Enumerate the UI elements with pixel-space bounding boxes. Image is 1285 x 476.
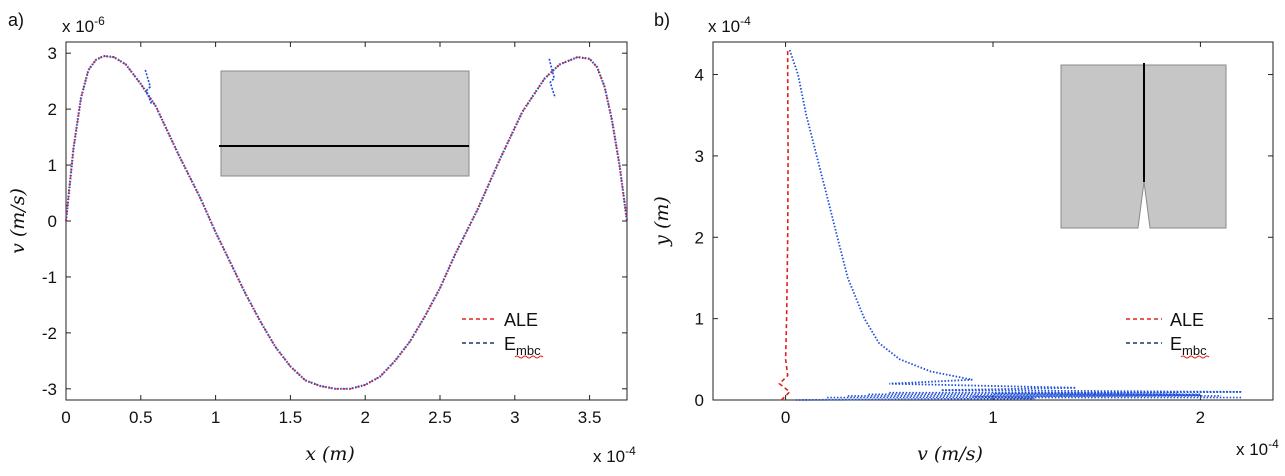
panel-b-ticks: 0 1 2 4 3 2 1 0 — [695, 42, 1273, 427]
x-tick-label: 1 — [211, 408, 220, 427]
legend-embc-label: Embc — [1170, 334, 1207, 358]
y-tick-label: -3 — [42, 380, 57, 399]
x-tick-label: 0 — [61, 408, 70, 427]
y-tick-label: 3 — [48, 44, 57, 63]
panel-a: a) x 10-6 0 0.5 1 1.5 2 2.5 3 3.5 3 2 1 0 -1 -2 -3 ALE… — [7, 10, 636, 466]
legend-embc-label: Embc — [504, 334, 541, 358]
legend-spellcheck-squiggle — [1180, 355, 1210, 359]
panel-a-label: a) — [8, 10, 24, 30]
panel-a-x-axis-label: x (m) — [305, 443, 355, 465]
x-tick-label: 2 — [1196, 408, 1205, 427]
series-embc-line — [788, 49, 973, 381]
panel-b-x-axis-label: v (m/s) — [917, 443, 983, 465]
series-ale-line — [778, 50, 791, 401]
y-tick-label: 2 — [695, 228, 704, 247]
y-tick-label: 1 — [48, 156, 57, 175]
x-tick-label: 2 — [360, 408, 369, 427]
y-tick-label: -2 — [42, 324, 57, 343]
panel-b-lines — [778, 49, 1242, 401]
legend-ale-label: ALE — [504, 310, 538, 330]
panel-b-y-axis-label: y (m) — [651, 196, 673, 247]
panel-b-x-multiplier: x 10-4 — [1236, 437, 1279, 459]
series-ale-line — [65, 55, 628, 390]
x-tick-label: 3.5 — [578, 408, 602, 427]
panel-b-label: b) — [654, 10, 670, 30]
panel-a-lines — [64, 54, 629, 390]
panel-b-y-multiplier: x 10-4 — [708, 14, 751, 36]
y-tick-label: 0 — [48, 212, 57, 231]
panel-a-inset — [219, 70, 470, 177]
panel-b-legend: ALE Embc — [1126, 310, 1210, 359]
x-tick-label: 2.5 — [428, 408, 452, 427]
panel-a-ticks: 0 0.5 1 1.5 2 2.5 3 3.5 3 2 1 0 -1 -2 -3 — [42, 42, 627, 427]
panel-b: b) x 10-4 0 1 2 4 3 2 1 0 ALE Embc x 10-4 v (m/… — [651, 10, 1279, 465]
y-tick-label: 2 — [48, 100, 57, 119]
y-tick-label: -1 — [42, 268, 57, 287]
panel-a-y-axis-label: v (m/s) — [7, 188, 29, 254]
panel-a-x-multiplier: x 10-4 — [593, 444, 636, 466]
series-embc-spike — [144, 69, 153, 104]
legend-spellcheck-squiggle — [514, 355, 544, 359]
y-tick-label: 1 — [695, 310, 704, 329]
x-tick-label: 3 — [510, 408, 519, 427]
series-embc-spike — [548, 58, 556, 99]
panel-b-inset — [1060, 63, 1227, 229]
panel-a-y-multiplier: x 10-6 — [62, 14, 105, 36]
panel-a-legend: ALE Embc — [462, 310, 544, 359]
x-tick-label: 0.5 — [129, 408, 153, 427]
x-tick-label: 1.5 — [279, 408, 303, 427]
y-tick-label: 0 — [695, 391, 704, 410]
x-tick-label: 1 — [988, 408, 997, 427]
y-tick-label: 3 — [695, 147, 704, 166]
x-tick-label: 0 — [781, 408, 790, 427]
y-tick-label: 4 — [695, 66, 704, 85]
legend-ale-label: ALE — [1170, 310, 1204, 330]
panel-a-inset-rect — [220, 70, 470, 177]
